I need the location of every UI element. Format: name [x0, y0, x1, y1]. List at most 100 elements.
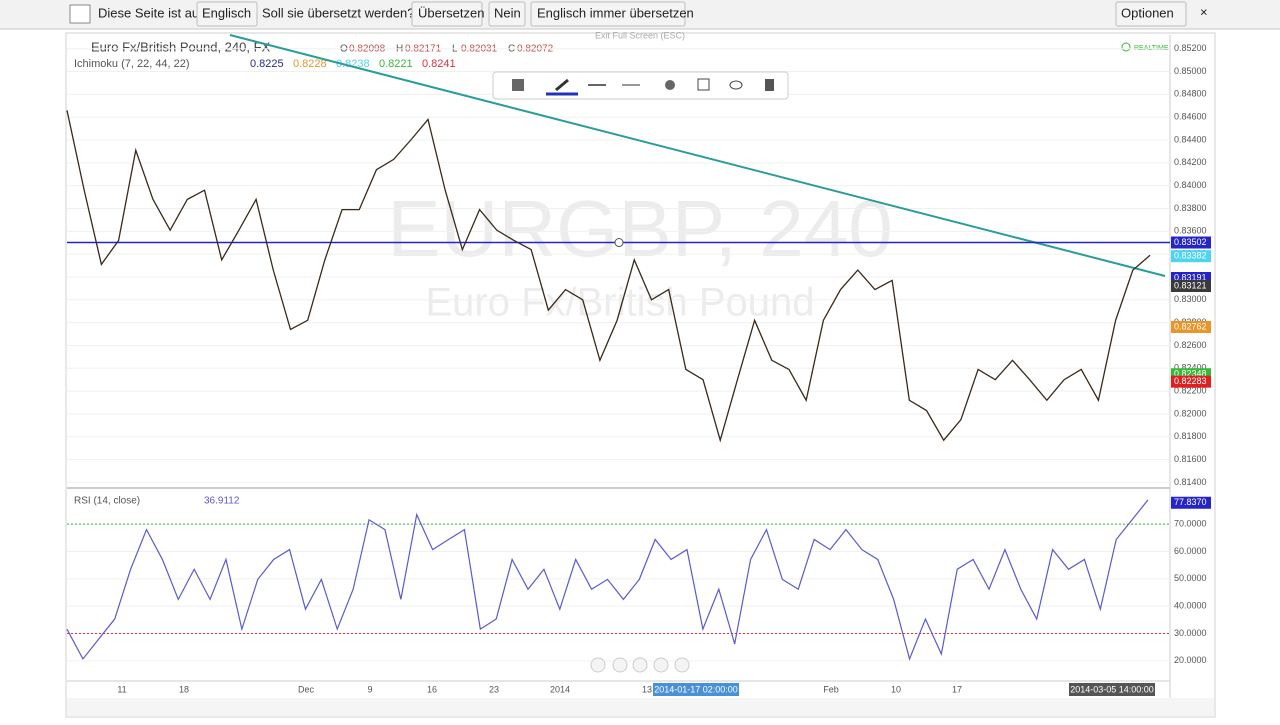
y-tick-label: 0.85000	[1174, 66, 1207, 76]
drawing-toolbar	[492, 71, 789, 100]
price-tag	[1171, 250, 1211, 263]
time-label: 2014	[550, 684, 570, 694]
no-button[interactable]	[488, 1, 526, 27]
tool-clone[interactable]	[697, 78, 710, 91]
time-label: 17	[952, 684, 962, 694]
options-button[interactable]	[1115, 1, 1187, 27]
no-label[interactable]: Nein	[494, 5, 521, 20]
price-tag-label: 0.83121	[1174, 280, 1207, 290]
price-tag-label: 0.83191	[1174, 272, 1207, 282]
trend-line	[229, 34, 1166, 277]
always-button[interactable]	[530, 1, 686, 27]
y-tick-label: 0.82400	[1174, 363, 1207, 373]
exit-hint: Exit Full Screen (ESC)	[595, 30, 685, 40]
rsi-tick-label: 40.0000	[1174, 601, 1207, 611]
tool-visibility[interactable]	[729, 80, 743, 90]
time-label: 18	[179, 684, 189, 694]
rsi-tick-label: 30.0000	[1174, 628, 1207, 638]
price-line	[66, 110, 1151, 443]
y-tick-label: 0.83000	[1174, 294, 1207, 304]
chart-title: Euro Fx/British Pound, 240, FX	[91, 39, 271, 54]
indicator-value: 0.8221	[379, 58, 413, 70]
scroll-button[interactable]	[590, 657, 606, 673]
y-tick-label: 0.81400	[1174, 477, 1207, 487]
scroll-button[interactable]	[632, 657, 648, 673]
scroll-button[interactable]	[674, 657, 690, 673]
scroll-button[interactable]	[612, 657, 628, 673]
rsi-tick-label: 60.0000	[1174, 546, 1207, 556]
price-tag-label: 0.82348	[1174, 369, 1207, 379]
y-tick-label: 0.82200	[1174, 385, 1207, 395]
time-label: 16	[427, 684, 437, 694]
y-tick-label: 0.81800	[1174, 431, 1207, 441]
time-label: 2014-03-05 14:00:00	[1070, 684, 1154, 694]
tool-delete[interactable]	[765, 79, 774, 91]
price-tag-label: 0.82762	[1174, 321, 1207, 331]
y-tick-label: 0.82600	[1174, 340, 1207, 350]
price-tag-label: 0.83382	[1174, 251, 1207, 261]
language-button[interactable]	[196, 1, 258, 27]
time-label: 9	[367, 684, 372, 694]
tool-template[interactable]	[512, 79, 524, 91]
price-tag	[1171, 375, 1211, 388]
toolbar-bg	[492, 71, 789, 100]
indicator-value: 0.8228	[293, 58, 327, 70]
rsi-tick-label: 20.0000	[1174, 655, 1207, 665]
translate-label[interactable]: Übersetzen	[418, 5, 484, 20]
price-tag-label: 0.82283	[1174, 376, 1207, 386]
y-tick-label: 0.84200	[1174, 157, 1207, 167]
time-label: Feb	[823, 684, 839, 694]
indicator-value: 0.8241	[422, 58, 456, 70]
chart-frame	[65, 32, 1216, 718]
time-label: 23	[489, 684, 499, 694]
translate-bar: Diese Seite ist auf Englisch Soll sie üb…	[0, 0, 1280, 30]
scroll-button[interactable]	[653, 657, 669, 673]
y-tick-label: 0.84600	[1174, 112, 1207, 122]
realtime-dot	[1121, 42, 1131, 52]
options-label[interactable]: Optionen	[1121, 5, 1174, 20]
bottom-bar	[67, 698, 1214, 716]
time-label: 13	[642, 684, 652, 694]
watermark: EURGBP, 240	[387, 184, 892, 273]
time-label: 11	[117, 684, 126, 694]
rsi-tick-label: 70.0000	[1174, 519, 1207, 529]
watermark-sub: Euro Fx/British Pound	[425, 281, 814, 325]
time-highlight	[1069, 683, 1155, 696]
price-tag	[1171, 236, 1211, 249]
y-tick-label: 0.85200	[1174, 43, 1207, 53]
rsi-line	[66, 499, 1149, 661]
language[interactable]: Englisch	[202, 5, 251, 20]
tool-settings[interactable]	[665, 80, 675, 90]
time-label: Dec	[298, 684, 315, 694]
rsi-name: RSI (14, close)	[74, 496, 140, 507]
y-tick-label: 0.84000	[1174, 180, 1207, 190]
y-tick-label: 0.84800	[1174, 89, 1207, 99]
translate-button[interactable]	[411, 1, 483, 27]
bar-question: Soll sie übersetzt werden?	[262, 5, 414, 20]
indicator-value: 0.8238	[336, 58, 370, 70]
translate-icon	[69, 4, 91, 24]
rsi-tag	[1171, 496, 1211, 509]
always-label[interactable]: Englisch immer übersetzen	[537, 5, 694, 20]
y-tick-label: 0.83600	[1174, 226, 1207, 236]
y-tick-label: 0.83800	[1174, 203, 1207, 213]
y-tick-label: 0.84400	[1174, 134, 1207, 144]
bar-text: Diese Seite ist auf	[98, 5, 203, 20]
time-label: 10	[891, 684, 901, 694]
price-tag	[1171, 320, 1211, 333]
tool-pen[interactable]	[555, 78, 569, 92]
price-tag-label: 0.83502	[1174, 237, 1207, 247]
price-tag	[1171, 279, 1211, 292]
indicator-value: 0.8225	[250, 58, 284, 70]
line-handle	[614, 238, 624, 248]
close[interactable]: ×	[1200, 4, 1208, 19]
time-highlight	[653, 683, 739, 696]
y-tick-label: 0.81600	[1174, 454, 1207, 464]
y-tick-label: 0.82000	[1174, 408, 1207, 418]
time-label: 2014-01-17 02:00:00	[654, 684, 738, 694]
rsi-current: 36.9112	[204, 496, 240, 507]
indicator-name: Ichimoku (7, 22, 44, 22)	[74, 58, 190, 70]
rsi-tag-label: 77.8370	[1174, 497, 1207, 507]
